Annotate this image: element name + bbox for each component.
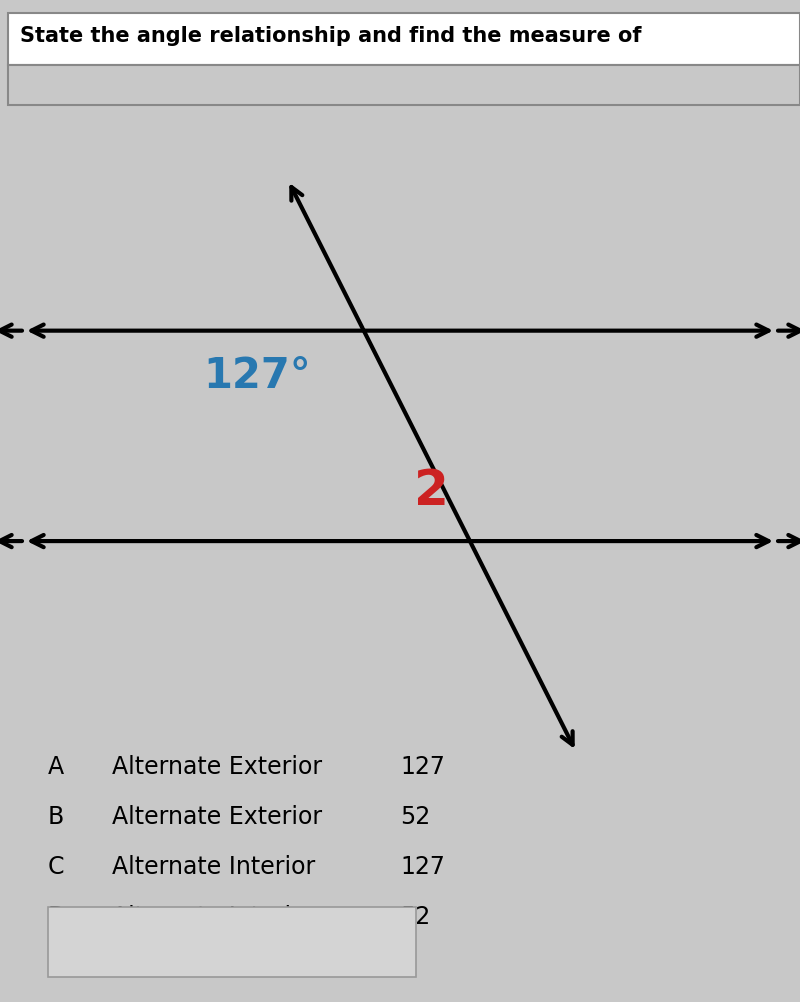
- Text: 52: 52: [400, 805, 430, 829]
- Text: Alternate Interior: Alternate Interior: [112, 855, 315, 879]
- Text: C: C: [48, 855, 65, 879]
- Text: 2: 2: [414, 467, 449, 515]
- Text: Alternate Exterior: Alternate Exterior: [112, 755, 322, 779]
- FancyBboxPatch shape: [48, 907, 416, 977]
- Text: 52: 52: [400, 905, 430, 929]
- Text: 127: 127: [400, 855, 445, 879]
- Text: State the angle relationship and find the measure of: State the angle relationship and find th…: [20, 26, 642, 46]
- Text: A: A: [48, 755, 64, 779]
- Text: 127: 127: [400, 755, 445, 779]
- Text: 127°: 127°: [204, 355, 311, 397]
- FancyBboxPatch shape: [8, 65, 800, 105]
- Text: Alternate Exterior: Alternate Exterior: [112, 805, 322, 829]
- Text: B: B: [48, 805, 64, 829]
- Text: D: D: [48, 905, 66, 929]
- Text: Alternate Interior: Alternate Interior: [112, 905, 315, 929]
- FancyBboxPatch shape: [8, 13, 800, 65]
